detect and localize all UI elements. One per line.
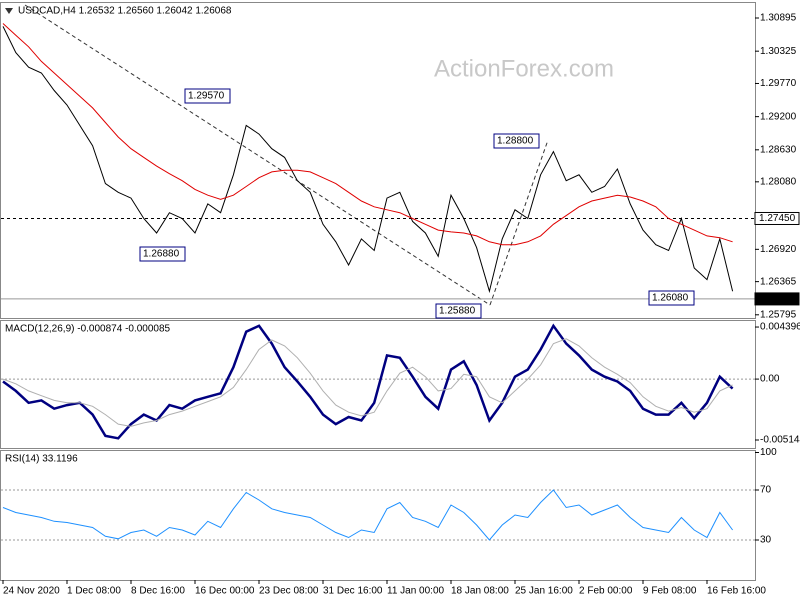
y-tick-label: 1.29770 [760,78,797,89]
y-tick-label: -0.005144 [760,435,800,446]
series-line [2,23,733,246]
series-line [2,26,734,294]
annotation-label: 1.26080 [652,293,689,304]
price-label: 1.26068 [759,294,796,305]
x-tick-label: 16 Feb 16:00 [707,586,766,597]
x-tick-label: 25 Jan 16:00 [515,586,573,597]
menu-icon [5,8,13,14]
series-line [2,338,733,427]
price-label: 1.27450 [759,213,796,224]
annotation-box [435,303,482,319]
rsi-title: RSI(14) 33.1196 [5,454,78,465]
y-tick-label: 1.29200 [760,111,797,122]
chart-title: USDCAD,H4 1.26532 1.26560 1.26042 1.2606… [18,6,232,17]
y-tick-label: 0.004396 [760,322,800,333]
annotation-box [139,246,186,262]
x-tick-label: 16 Dec 00:00 [195,586,255,597]
x-tick-label: 24 Nov 2020 [3,586,60,597]
macd-title: MACD(12,26,9) -0.000874 -0.000085 [5,324,171,335]
y-tick-label: 0.00 [760,374,780,385]
rsi-panel [0,450,756,581]
y-tick-label: 70 [760,485,772,496]
trend-line [24,4,491,306]
series-line [2,323,734,440]
x-tick-label: 31 Dec 16:00 [323,586,383,597]
annotation-box [648,290,695,306]
x-tick-label: 11 Jan 00:00 [387,586,445,597]
y-tick-label: 1.30895 [760,13,797,24]
annotation-box [493,133,540,149]
trend-line [489,139,549,306]
x-tick-label: 2 Feb 00:00 [579,586,633,597]
price-label-box [754,292,800,306]
y-tick-label: 1.30325 [760,46,797,57]
annotation-label: 1.28800 [497,136,534,147]
macd-panel [0,320,756,449]
annotation-label: 1.26880 [143,249,180,260]
annotation-label: 1.29570 [188,91,225,102]
price-panel [0,2,756,319]
x-tick-label: 23 Dec 08:00 [259,586,319,597]
y-tick-label: 1.26920 [760,244,797,255]
y-tick-label: 1.28630 [760,144,797,155]
x-tick-label: 9 Feb 08:00 [643,586,697,597]
y-tick-label: 1.25795 [760,309,797,320]
y-tick-label: 1.28080 [760,176,797,187]
x-tick-label: 1 Dec 08:00 [67,586,121,597]
annotation-box [184,88,231,104]
y-tick-label: 100 [760,447,777,458]
x-tick-label: 8 Dec 16:00 [131,586,185,597]
series-line [2,489,734,541]
watermark: ActionForex.com [434,55,614,82]
y-tick-label: 30 [760,535,772,546]
y-tick-label: 1.26365 [760,276,797,287]
price-label-box [754,211,800,225]
annotation-label: 1.25880 [439,306,476,317]
x-tick-label: 18 Jan 08:00 [451,586,509,597]
